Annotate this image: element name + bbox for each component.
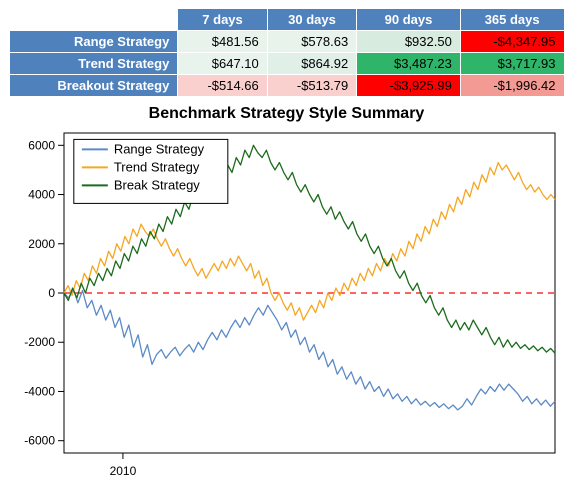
row-header: Range Strategy xyxy=(9,31,178,53)
table-cell: $864.92 xyxy=(267,53,356,75)
table-cell: $3,717.93 xyxy=(460,53,564,75)
table-cell: -$3,925.99 xyxy=(357,75,461,97)
strategy-table: 7 days 30 days 90 days 365 days Range St… xyxy=(9,8,565,97)
table-cell: $647.10 xyxy=(178,53,267,75)
table-cell: $932.50 xyxy=(357,31,461,53)
svg-text:2000: 2000 xyxy=(28,237,55,251)
svg-text:6000: 6000 xyxy=(28,138,55,152)
table-cell: -$4,347.95 xyxy=(460,31,564,53)
row-header: Trend Strategy xyxy=(9,53,178,75)
svg-text:4000: 4000 xyxy=(28,188,55,202)
svg-text:Trend Strategy: Trend Strategy xyxy=(113,159,199,174)
table-cell: -$514.66 xyxy=(178,75,267,97)
table-cell: -$513.79 xyxy=(267,75,356,97)
svg-text:2010: 2010 xyxy=(109,464,136,478)
table-row: Trend Strategy$647.10$864.92$3,487.23$3,… xyxy=(9,53,564,75)
table-cell: $481.56 xyxy=(178,31,267,53)
svg-text:-4000: -4000 xyxy=(24,384,55,398)
col-header: 7 days xyxy=(178,9,267,31)
svg-text:Break Strategy: Break Strategy xyxy=(113,177,199,192)
table-row: Range Strategy$481.56$578.63$932.50-$4,3… xyxy=(9,31,564,53)
col-header: 365 days xyxy=(460,9,564,31)
svg-text:-6000: -6000 xyxy=(24,434,55,448)
row-header: Breakout Strategy xyxy=(9,75,178,97)
table-cell: $578.63 xyxy=(267,31,356,53)
svg-text:0: 0 xyxy=(48,286,55,300)
table-row: Breakout Strategy-$514.66-$513.79-$3,925… xyxy=(9,75,564,97)
table-cell: -$1,996.42 xyxy=(460,75,564,97)
line-chart: -6000 -4000 -2000 0 2000 4000 6000 2010 Range St… xyxy=(9,127,565,487)
table-corner xyxy=(9,9,178,31)
chart-title: Benchmark Strategy Style Summary xyxy=(9,105,565,123)
svg-text:-2000: -2000 xyxy=(24,335,55,349)
svg-text:Range Strategy: Range Strategy xyxy=(113,141,204,156)
table-cell: $3,487.23 xyxy=(357,53,461,75)
col-header: 90 days xyxy=(357,9,461,31)
col-header: 30 days xyxy=(267,9,356,31)
